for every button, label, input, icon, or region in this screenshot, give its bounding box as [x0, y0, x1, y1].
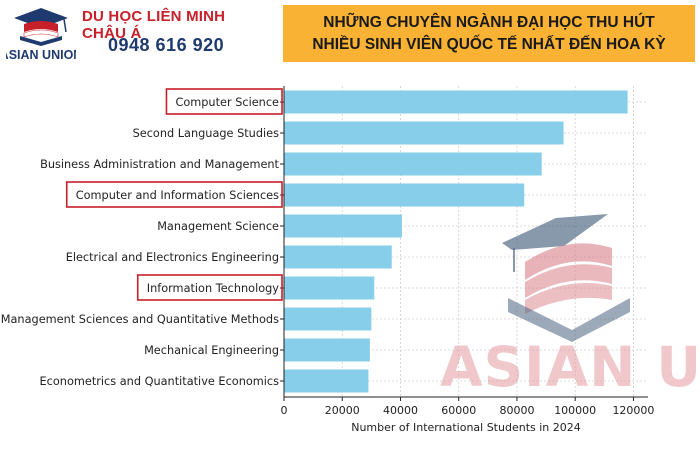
bar: [284, 90, 628, 114]
category-label: Management Science: [157, 220, 279, 233]
category-label: Management Sciences and Quantitative Met…: [1, 313, 279, 326]
category-label: Econometrics and Quantitative Economics: [40, 375, 280, 388]
title-banner: NHỮNG CHUYÊN NGÀNH ĐẠI HỌC THU HÚT NHIỀU…: [283, 5, 695, 62]
x-tick-label: 80000: [499, 404, 534, 417]
watermark-text: ASIAN UNION: [440, 335, 700, 399]
category-label: Computer and Information Sciences: [76, 189, 279, 202]
x-tick-label: 60000: [441, 404, 476, 417]
bar: [284, 307, 372, 331]
x-tick-label: 40000: [383, 404, 418, 417]
svg-text:ASIAN UNION: ASIAN UNION: [6, 48, 76, 62]
category-label: Information Technology: [147, 282, 280, 295]
category-label: Electrical and Electronics Engineering: [66, 251, 279, 264]
banner-title-line-2: NHIỀU SINH VIÊN QUỐC TẾ NHẤT ĐẾN HOA KỲ: [312, 35, 666, 53]
category-label: Business Administration and Management: [40, 158, 279, 171]
x-axis-title: Number of International Students in 2024: [351, 421, 581, 434]
x-tick-label: 100000: [554, 404, 596, 417]
bar: [284, 369, 369, 393]
category-label: Second Language Studies: [133, 127, 280, 140]
x-tick-label: 0: [281, 404, 288, 417]
banner-title-line-1: NHỮNG CHUYÊN NGÀNH ĐẠI HỌC THU HÚT: [323, 13, 655, 31]
watermark-cap-icon: [502, 214, 608, 250]
bar: [284, 121, 564, 145]
header: ASIAN UNION DU HỌC LIÊN MINH CHÂU Á 0948…: [0, 0, 700, 68]
category-labels: Computer Science Second Language Studies B…: [1, 88, 283, 388]
highlight-box: [136, 274, 283, 301]
bar: [284, 183, 525, 207]
phone-number: 0948 616 920: [108, 35, 225, 55]
bar: [284, 276, 375, 300]
bar: [284, 338, 370, 362]
highlight-box: [165, 88, 283, 115]
org-name: DU HỌC LIÊN MINH CHÂU Á: [82, 8, 226, 42]
x-tick-label: 120000: [612, 404, 654, 417]
bar: [284, 152, 542, 176]
category-label: Mechanical Engineering: [144, 344, 279, 357]
bar: [284, 245, 392, 269]
axes: 0 20000 40000 60000 80000 100000 120000: [280, 86, 654, 417]
bar: [284, 214, 402, 238]
asian-union-logo: ASIAN UNION: [6, 8, 76, 62]
x-tick-label: 20000: [325, 404, 360, 417]
watermark: ASIAN UNION: [440, 214, 700, 399]
bars: [284, 90, 628, 393]
category-label: Computer Science: [175, 96, 279, 109]
highlight-box: [65, 181, 283, 208]
